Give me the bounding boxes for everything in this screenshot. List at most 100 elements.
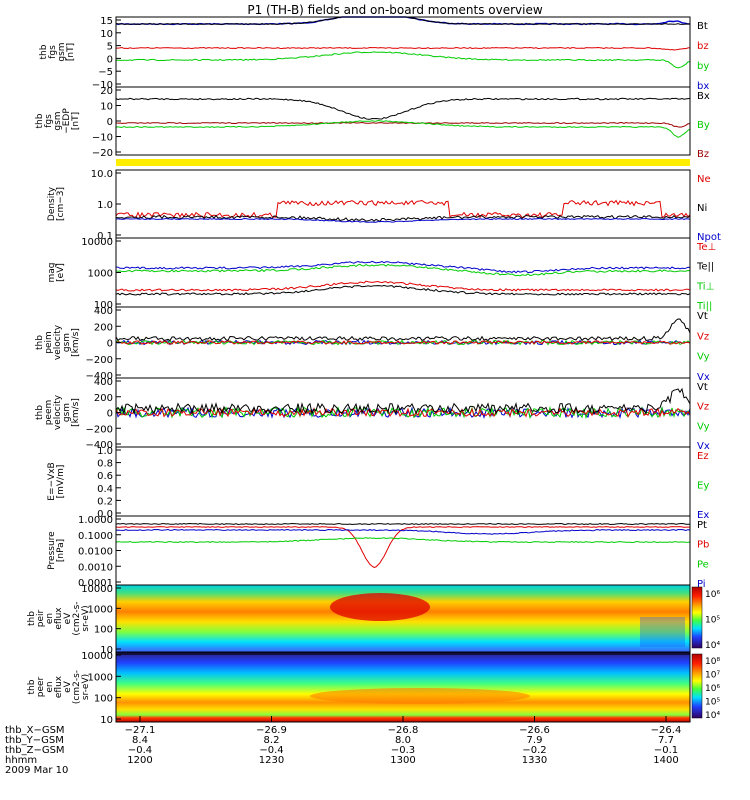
y-axis-label: thb xyxy=(27,611,37,626)
y-axis-label: mag xyxy=(47,263,57,283)
legend-label: Bt xyxy=(697,21,708,32)
legend-label: Vt xyxy=(697,311,708,322)
y-axis-label: peim xyxy=(44,331,54,354)
legend-label: Pe xyxy=(697,559,709,570)
colorbar-tick-label: 10⁶ xyxy=(705,684,720,694)
y-tick-label: −400 xyxy=(86,440,113,451)
y-tick-label: 15 xyxy=(100,16,113,27)
y-tick-label: 1.0 xyxy=(97,200,113,211)
y-tick-label: −10 xyxy=(92,80,113,91)
y-tick-label: 0.2 xyxy=(97,496,113,507)
figure-title: P1 (TH-B) fields and on-board moments ov… xyxy=(247,3,543,17)
series-line xyxy=(115,528,691,535)
legend-label: Vt xyxy=(697,382,708,393)
series-line xyxy=(115,119,691,138)
x-tick-label: 1400 xyxy=(653,755,678,766)
colorbar-tick-label: 10⁶ xyxy=(705,590,720,600)
y-tick-label: 10 xyxy=(100,29,113,40)
x-tick-label: −0.4 xyxy=(128,745,152,756)
y-axis-label: [nT] xyxy=(66,43,76,61)
y-axis-label: [nPa] xyxy=(56,539,66,562)
y-tick-label: −200 xyxy=(86,355,113,366)
y-tick-label: 10.0 xyxy=(91,169,113,180)
y-axis-label: thb xyxy=(35,113,45,128)
y-axis-label: fgs xyxy=(48,45,58,59)
x-tick-label: −0.1 xyxy=(654,745,678,756)
legend-label: Ne xyxy=(697,174,711,185)
y-axis-label: gsm xyxy=(62,403,72,422)
x-axis-row-label: thb_Y−GSM xyxy=(5,735,64,746)
legend-label: Te⊥ xyxy=(696,242,716,253)
legend-label: Ex xyxy=(697,510,709,521)
y-axis-label: (cm2-s- xyxy=(72,601,82,635)
x-tick-label: −26.6 xyxy=(519,725,550,736)
y-tick-label: 0.6 xyxy=(97,471,113,482)
y-tick-label: 10000 xyxy=(81,237,113,248)
legend-label: Npot xyxy=(697,232,721,243)
y-axis-label: [km/s] xyxy=(71,328,81,357)
y-tick-label: 10000 xyxy=(81,651,113,662)
y-axis-label: peir xyxy=(36,609,46,627)
y-axis-label: en xyxy=(45,613,55,624)
panel-efield: Ez Ey Ex 1.0 0.80.6 0.40.2 0.0 E=−VxB [mV/m] xyxy=(47,446,709,521)
y-tick-label: 100 xyxy=(94,625,113,636)
x-tick-label: 7.9 xyxy=(527,735,543,746)
y-tick-label: 10 xyxy=(100,102,113,113)
panel-density: Ne Ni Npot 10.0 1.0 0.1 Density [cm−3] xyxy=(47,169,721,243)
legend-label: Ti|| xyxy=(696,301,712,312)
legend-label: Vy xyxy=(697,352,710,363)
y-axis-label: peem xyxy=(44,400,54,426)
colorbar xyxy=(691,653,703,719)
y-tick-label: −200 xyxy=(86,424,113,435)
y-axis-label: eflux xyxy=(54,607,64,630)
x-tick-label: 7.7 xyxy=(658,735,674,746)
status-bar xyxy=(116,159,690,166)
y-tick-label: −5 xyxy=(98,67,113,78)
y-tick-label: 0.0100 xyxy=(78,547,113,558)
spectrogram-feature xyxy=(640,617,685,647)
colorbar-tick-label: 10⁴ xyxy=(705,641,720,651)
legend-label: Pt xyxy=(697,520,707,531)
series-line xyxy=(115,51,691,69)
series-line xyxy=(115,387,691,416)
legend-label: Ey xyxy=(697,481,709,492)
y-axis-label: eV xyxy=(63,680,73,693)
y-tick-label: 0 xyxy=(107,54,113,65)
spectrogram-feature xyxy=(310,688,530,704)
y-tick-label: 0 xyxy=(107,409,113,420)
y-tick-label: 0.1000 xyxy=(78,531,113,542)
x-tick-label: 1200 xyxy=(127,755,152,766)
y-axis-label: Pressure xyxy=(47,531,57,570)
series-line xyxy=(115,280,691,292)
y-tick-label: 400 xyxy=(94,377,113,388)
y-axis-label: velocity xyxy=(53,324,63,360)
y-axis-label: fgs xyxy=(44,114,54,128)
series-line xyxy=(115,214,691,222)
legend-label: Vz xyxy=(697,402,709,413)
series-line xyxy=(115,339,691,346)
x-tick-label: 8.2 xyxy=(264,735,280,746)
legend-label: Ti⊥ xyxy=(696,281,714,292)
panel-electron_velocity: Vt Vz Vy Vx 400 200 0 −200 −400 thb peem velocity gs… xyxy=(35,377,710,452)
spectrogram-feature xyxy=(116,652,690,655)
legend-label: Vy xyxy=(697,421,710,432)
y-tick-label: 10 xyxy=(100,715,113,726)
y-axis-label: sr-eV) xyxy=(81,605,91,631)
y-axis-label: −EDP xyxy=(62,108,72,134)
legend-label: Pi xyxy=(697,579,706,590)
colorbar-tick-label: 10⁴ xyxy=(705,711,720,721)
x-tick-label: −26.9 xyxy=(256,725,287,736)
y-tick-label: 0.0001 xyxy=(78,578,113,589)
series-line xyxy=(115,121,690,128)
y-axis-label: thb xyxy=(39,44,49,59)
legend-label: Bz xyxy=(697,149,709,160)
legend-label: Pb xyxy=(697,540,709,551)
y-tick-label: 0.4 xyxy=(97,484,113,495)
legend-label: Vz xyxy=(697,331,709,342)
colorbar-tick-label: 10⁵ xyxy=(705,698,720,708)
legend-label: Bx xyxy=(697,91,710,102)
spectrogram-image xyxy=(116,652,690,722)
series-line xyxy=(115,405,691,420)
x-tick-label: −0.2 xyxy=(522,745,546,756)
